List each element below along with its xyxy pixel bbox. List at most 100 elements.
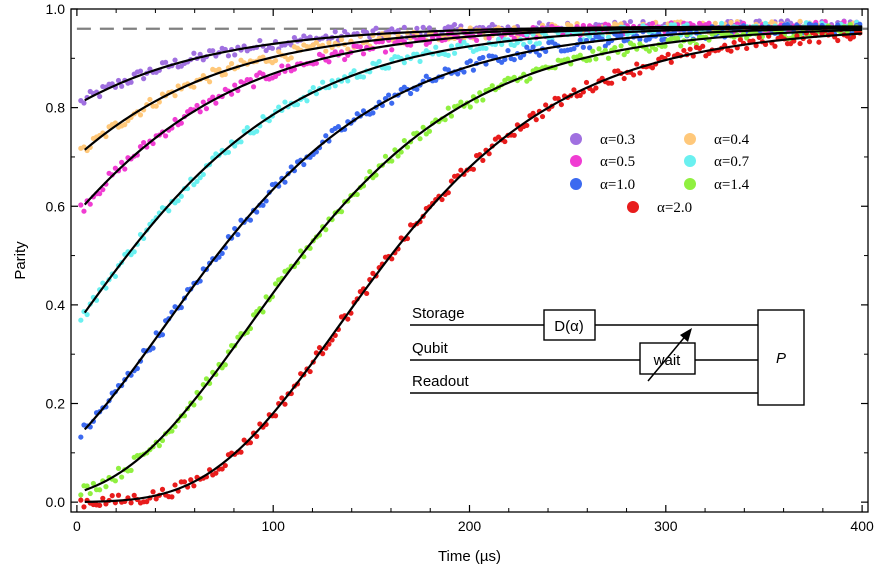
data-point bbox=[455, 71, 461, 77]
data-point bbox=[414, 25, 420, 31]
data-point bbox=[194, 102, 200, 109]
legend-label: α=0.5 bbox=[600, 154, 635, 170]
data-point bbox=[527, 39, 533, 45]
data-point bbox=[728, 48, 734, 54]
legend-label: α=0.4 bbox=[714, 132, 750, 148]
data-point bbox=[373, 172, 379, 178]
y-tick-label: 1.0 bbox=[46, 1, 66, 17]
data-point bbox=[332, 83, 338, 89]
data-point bbox=[649, 20, 656, 27]
data-point bbox=[480, 157, 486, 163]
data-point bbox=[191, 84, 197, 90]
data-point bbox=[291, 35, 297, 41]
data-point bbox=[662, 43, 668, 49]
data-point bbox=[320, 79, 326, 85]
x-tick-label: 0 bbox=[73, 518, 81, 534]
data-point bbox=[483, 45, 489, 52]
data-point bbox=[580, 44, 586, 50]
data-point bbox=[593, 56, 599, 62]
data-point bbox=[665, 51, 671, 57]
data-point bbox=[78, 434, 84, 440]
data-point bbox=[524, 44, 530, 50]
data-point bbox=[605, 55, 612, 61]
variable-delay-arrow bbox=[647, 332, 689, 382]
wait-label: wait bbox=[653, 352, 682, 369]
data-point bbox=[137, 68, 144, 74]
data-point bbox=[175, 198, 181, 204]
data-point bbox=[502, 138, 508, 145]
data-point bbox=[141, 140, 147, 146]
data-point bbox=[728, 19, 734, 25]
data-point bbox=[631, 72, 637, 78]
data-point bbox=[577, 37, 583, 43]
data-point bbox=[627, 18, 634, 25]
data-point bbox=[583, 79, 590, 86]
data-point bbox=[524, 122, 530, 129]
data-point bbox=[81, 208, 87, 214]
data-point bbox=[417, 136, 423, 142]
data-point bbox=[533, 117, 539, 123]
data-point bbox=[536, 40, 542, 46]
data-point bbox=[646, 48, 652, 54]
data-point bbox=[618, 43, 624, 49]
data-point bbox=[301, 161, 307, 168]
data-point bbox=[172, 93, 178, 99]
x-axis-label: Time (µs) bbox=[438, 548, 501, 565]
data-point bbox=[631, 42, 637, 48]
data-point bbox=[216, 66, 222, 72]
data-point bbox=[351, 68, 357, 74]
data-point bbox=[342, 56, 348, 63]
data-point bbox=[159, 486, 166, 492]
data-point bbox=[536, 52, 542, 58]
data-point bbox=[254, 209, 260, 215]
data-point bbox=[247, 217, 254, 223]
data-point bbox=[238, 139, 244, 145]
data-point bbox=[276, 49, 282, 55]
data-point bbox=[144, 499, 150, 505]
data-point bbox=[609, 80, 615, 86]
data-point bbox=[153, 103, 159, 109]
data-point bbox=[342, 28, 348, 35]
data-point bbox=[191, 182, 197, 188]
data-point bbox=[203, 106, 210, 112]
data-point bbox=[382, 153, 389, 159]
legend-marker bbox=[684, 155, 696, 167]
data-point bbox=[530, 110, 536, 116]
data-point bbox=[228, 91, 235, 97]
data-point bbox=[172, 482, 178, 488]
data-point bbox=[78, 202, 84, 208]
data-point bbox=[219, 250, 225, 256]
inset-label-readout: Readout bbox=[412, 373, 470, 390]
series-points-4 bbox=[78, 21, 863, 440]
data-point bbox=[153, 496, 159, 502]
data-point bbox=[744, 35, 750, 41]
data-point bbox=[527, 76, 533, 82]
arrow-head-icon bbox=[680, 328, 692, 342]
data-point bbox=[260, 71, 266, 77]
data-point bbox=[200, 99, 206, 105]
data-point bbox=[200, 57, 206, 63]
legend-marker bbox=[684, 133, 696, 145]
data-point bbox=[307, 368, 313, 375]
data-point bbox=[605, 34, 612, 40]
data-point bbox=[169, 428, 175, 434]
inset-label-storage: Storage bbox=[412, 305, 465, 322]
data-point bbox=[109, 493, 115, 499]
data-point bbox=[445, 52, 451, 58]
data-point bbox=[97, 487, 103, 493]
data-point bbox=[78, 317, 84, 323]
data-point bbox=[115, 77, 122, 84]
data-point bbox=[797, 18, 803, 24]
data-point bbox=[602, 47, 608, 53]
data-point bbox=[81, 100, 87, 106]
data-point bbox=[191, 50, 197, 56]
data-point bbox=[345, 316, 351, 322]
data-point bbox=[128, 500, 134, 506]
data-point bbox=[687, 46, 693, 52]
legend-label: α=0.7 bbox=[714, 154, 750, 170]
data-point bbox=[596, 46, 602, 52]
y-tick-label: 0.2 bbox=[46, 396, 66, 412]
data-point bbox=[354, 191, 360, 198]
data-point bbox=[511, 57, 517, 63]
data-point bbox=[112, 273, 118, 280]
